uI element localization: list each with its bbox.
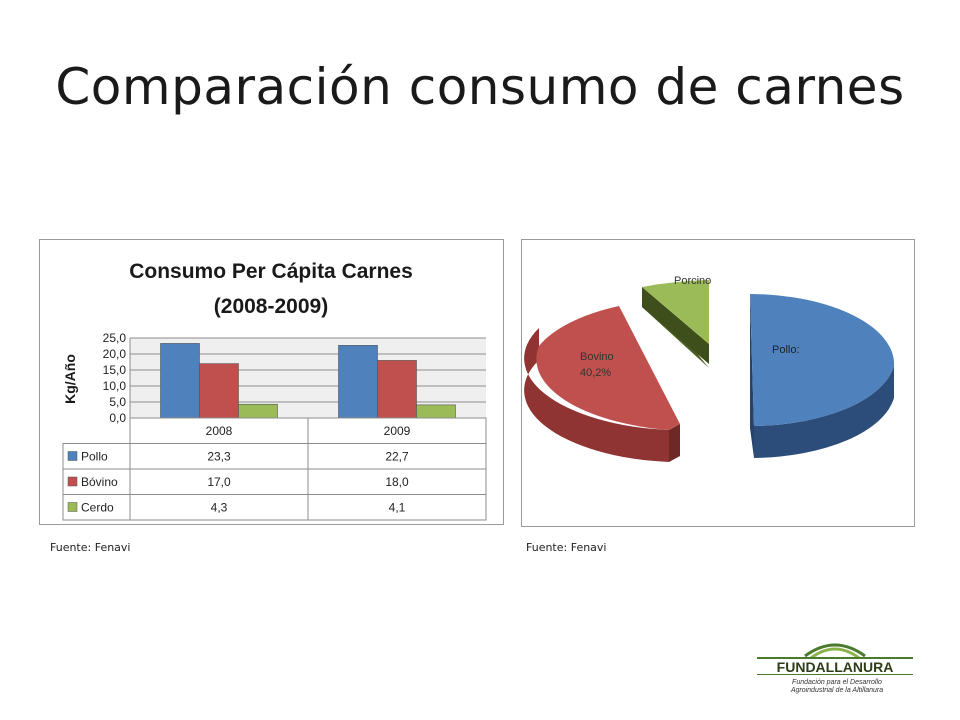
y-axis-label: Kg/Año: [62, 354, 78, 404]
legend-swatch: [67, 451, 78, 461]
x-tick-label: 2008: [206, 424, 233, 438]
y-tick-label: 10,0: [103, 379, 127, 393]
legend-label: Bóvino: [81, 475, 118, 489]
bar-cerdo-2009: [416, 404, 456, 419]
legend-label: Pollo: [81, 450, 108, 464]
pie-label-bovino: Bovino: [580, 351, 614, 363]
data-value-label: 22,7: [385, 450, 409, 464]
bar-chart-panel: Consumo Per Cápita Carnes (2008-2009) Kg…: [39, 239, 504, 525]
logo-rule-top: [757, 657, 913, 659]
pie-chart-panel: Porcino Bovino 40,2% Pollo:: [521, 239, 915, 527]
pie-slice-pollo-depth: [754, 366, 894, 458]
legend-swatch: [67, 502, 78, 512]
pie-label-pollo: Pollo:: [772, 344, 800, 356]
pie-slice-bovino-cut: [669, 424, 680, 462]
pie-slice-bovino-depth: [524, 328, 669, 462]
logo-name: FUNDALLANURA: [777, 659, 894, 675]
bar-pollo-2009: [338, 345, 378, 419]
slide-title: Comparación consumo de carnes: [55, 58, 905, 116]
y-tick-label: 15,0: [103, 363, 127, 377]
pie-slice-bovino: [536, 306, 680, 430]
logo-rule-bottom: [757, 674, 913, 675]
legend-label: Cerdo: [81, 501, 114, 515]
pie-slice-pollo: [750, 294, 895, 426]
logo-graphic: FUNDALLANURA Fundación para el Desarroll…: [757, 643, 913, 694]
data-value-label: 17,0: [207, 475, 231, 489]
data-value-label: 4,1: [389, 501, 406, 515]
bar-chart-subtitle: (2008-2009): [214, 295, 328, 318]
pie-label-porcino: Porcino: [674, 275, 711, 287]
fundallanura-logo: FUNDALLANURA Fundación para el Desarroll…: [755, 636, 915, 696]
y-tick-label: 25,0: [103, 331, 127, 345]
table-row: [62, 494, 487, 521]
pie-label-bovino-pct: 40,2%: [580, 367, 611, 379]
x-tick-label: 2009: [384, 424, 411, 438]
bar-chart: Consumo Per Cápita Carnes (2008-2009) Kg…: [62, 260, 487, 521]
y-tick-label: 5,0: [109, 395, 126, 409]
y-tick-label: 0,0: [109, 411, 126, 425]
source-note-right: Fuente: Fenavi: [526, 541, 607, 554]
legend-swatch: [67, 476, 78, 487]
bar-pollo-2008: [160, 343, 200, 419]
pie-slice-porcino-depth: [642, 287, 709, 364]
table-row: [62, 468, 487, 495]
data-value-label: 18,0: [385, 475, 409, 489]
pie-chart: Porcino Bovino 40,2% Pollo:: [524, 275, 895, 462]
bar-cerdo-2008: [238, 403, 278, 419]
bar-bóvino-2008: [199, 363, 239, 419]
y-tick-label: 20,0: [103, 347, 127, 361]
pie-slice-pollo-cut: [750, 294, 754, 458]
source-note-left: Fuente: Fenavi: [50, 541, 131, 554]
pie-slice-porcino: [642, 280, 709, 344]
bar-bóvino-2009: [377, 360, 417, 419]
logo-arc-inner-icon: [810, 647, 860, 660]
logo-tagline-1: Fundación para el Desarrollo: [792, 679, 882, 686]
data-value-label: 23,3: [207, 450, 231, 464]
logo-tagline-2: Agroindustrial de la Altillanura: [790, 687, 883, 694]
bar-chart-title: Consumo Per Cápita Carnes: [129, 260, 413, 283]
table-row: [62, 443, 487, 470]
data-value-label: 4,3: [211, 501, 228, 515]
logo-arc-icon: [804, 643, 866, 658]
